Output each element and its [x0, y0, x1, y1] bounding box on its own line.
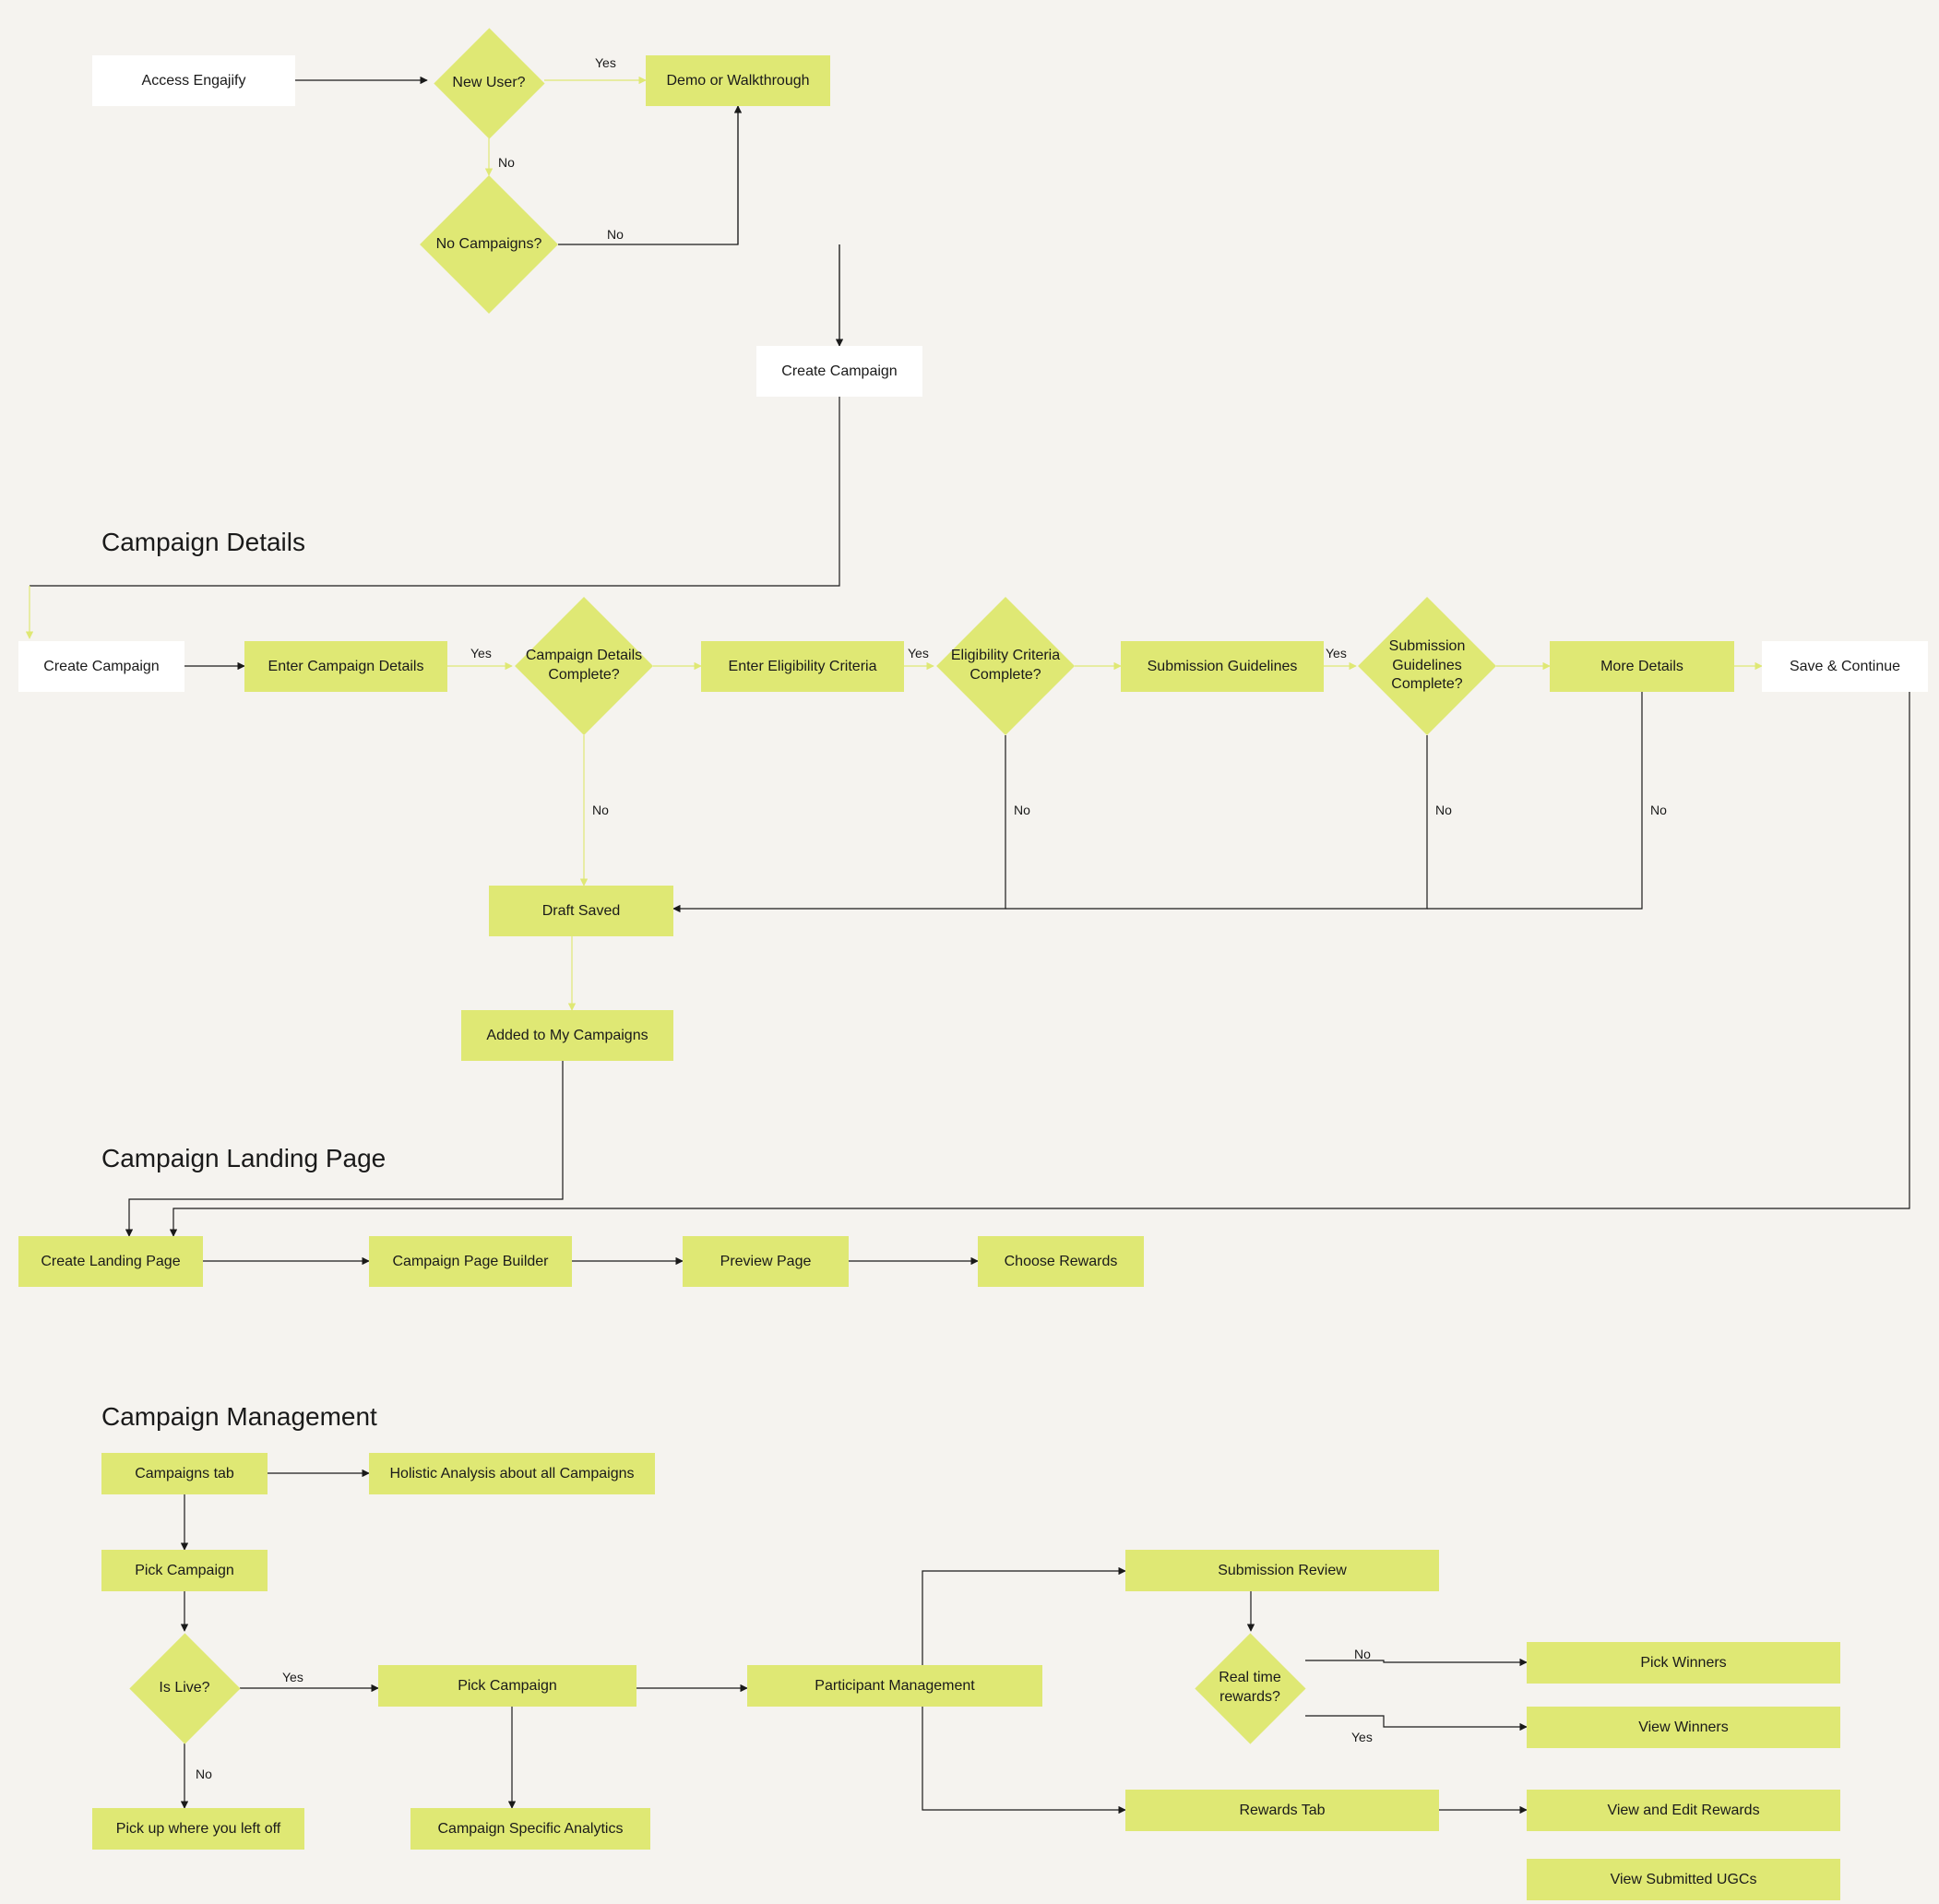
node-label-createcamp1: Create Campaign	[781, 363, 897, 380]
node-label-savecont: Save & Continue	[1790, 659, 1900, 675]
edge-label-entercampdet-campdetcomp: Yes	[470, 646, 492, 660]
node-viewwinners: View Winners	[1527, 1707, 1840, 1748]
node-eligcomp: Eligibility CriteriaComplete?	[936, 597, 1075, 735]
node-label-holistic: Holistic Analysis about all Campaigns	[389, 1466, 634, 1482]
edge-label-enterelig-eligcomp: Yes	[908, 646, 929, 660]
node-subcomp: SubmissionGuidelinesComplete?	[1358, 597, 1496, 735]
node-label-draftsaved: Draft Saved	[542, 903, 620, 920]
node-label-pagebuilder: Campaign Page Builder	[393, 1254, 549, 1270]
edge-partmgmt-rewardstab	[922, 1707, 1125, 1810]
node-label-previewpage: Preview Page	[720, 1254, 812, 1270]
node-camptab: Campaigns tab	[101, 1453, 268, 1494]
node-subguide: Submission Guidelines	[1121, 641, 1324, 692]
node-partmgmt: Participant Management	[747, 1665, 1042, 1707]
node-label-moredet: More Details	[1600, 659, 1683, 675]
edge-label-realtime-pickwinners: No	[1354, 1647, 1371, 1661]
edge-createcamp1-createcamp2	[30, 397, 839, 586]
node-viewugc: View Submitted UGCs	[1527, 1859, 1840, 1900]
node-label-partmgmt: Participant Management	[815, 1678, 974, 1695]
edge-label-subguide-subcomp: Yes	[1326, 646, 1347, 660]
edge-partmgmt-subreview	[922, 1571, 1125, 1665]
node-createcamp2: Create Campaign	[18, 641, 184, 692]
node-label-campdetcomp: Campaign DetailsComplete?	[526, 647, 642, 685]
node-entercampdet: Enter Campaign Details	[244, 641, 447, 692]
node-pickwinners: Pick Winners	[1527, 1642, 1840, 1684]
edge-label-eligcomp-draftsaved: No	[1014, 803, 1030, 817]
edge-label-islive-pickcamp2: Yes	[282, 1670, 303, 1684]
node-label-subreview: Submission Review	[1218, 1563, 1347, 1579]
sec-landing: Campaign Landing Page	[101, 1144, 386, 1173]
edge-label-newuser-demo: Yes	[595, 55, 616, 70]
node-islive: Is Live?	[129, 1633, 240, 1743]
edge-label-moredet-draftsaved: No	[1650, 803, 1667, 817]
node-moredet: More Details	[1550, 641, 1734, 692]
node-pickcamp1: Pick Campaign	[101, 1550, 268, 1591]
node-label-pickupleft: Pick up where you left off	[116, 1821, 280, 1838]
node-rewardstab: Rewards Tab	[1125, 1790, 1439, 1831]
edge-nocamp-demo	[558, 106, 738, 244]
node-enterelig: Enter Eligibility Criteria	[701, 641, 904, 692]
edge-demo-createcamp1	[738, 106, 839, 346]
node-campanalytics: Campaign Specific Analytics	[410, 1808, 650, 1850]
node-label-eligcomp: Eligibility CriteriaComplete?	[951, 647, 1060, 685]
node-label-nocamp: No Campaigns?	[436, 235, 542, 255]
node-pickcamp2: Pick Campaign	[378, 1665, 636, 1707]
node-label-pickcamp1: Pick Campaign	[135, 1563, 234, 1579]
node-label-subguide: Submission Guidelines	[1148, 659, 1298, 675]
node-label-addedmycamp: Added to My Campaigns	[486, 1028, 648, 1044]
node-pickupleft: Pick up where you left off	[92, 1808, 304, 1850]
node-access: Access Engajify	[92, 55, 295, 106]
node-pagebuilder: Campaign Page Builder	[369, 1236, 572, 1287]
node-label-viewwinners: View Winners	[1638, 1720, 1729, 1736]
edge-savecont-createlanding	[173, 692, 1909, 1236]
edges-layer	[0, 0, 1939, 1904]
node-label-pickcamp2: Pick Campaign	[458, 1678, 557, 1695]
edge-label-realtime-viewwinners: Yes	[1351, 1730, 1373, 1744]
node-chooserewards: Choose Rewards	[978, 1236, 1144, 1287]
node-label-realtime: Real timerewards?	[1219, 1669, 1281, 1708]
node-realtime: Real timerewards?	[1195, 1633, 1305, 1743]
node-label-createcamp2: Create Campaign	[43, 659, 159, 675]
node-savecont: Save & Continue	[1762, 641, 1928, 692]
node-subreview: Submission Review	[1125, 1550, 1439, 1591]
node-label-campanalytics: Campaign Specific Analytics	[438, 1821, 624, 1838]
node-demo: Demo or Walkthrough	[646, 55, 830, 106]
edge-label-newuser-nocamp: No	[498, 155, 515, 170]
node-label-enterelig: Enter Eligibility Criteria	[729, 659, 877, 675]
edge-label-nocamp-demo: No	[607, 227, 624, 242]
node-label-viewedrewards: View and Edit Rewards	[1607, 1803, 1759, 1819]
node-createcamp1: Create Campaign	[756, 346, 922, 397]
sec-details: Campaign Details	[101, 528, 305, 557]
sec-mgmt: Campaign Management	[101, 1402, 377, 1432]
node-label-pickwinners: Pick Winners	[1640, 1655, 1726, 1672]
edge-subcomp-draftsaved	[1005, 735, 1427, 909]
edge-realtime-pickwinners	[1305, 1660, 1527, 1662]
node-label-subcomp: SubmissionGuidelinesComplete?	[1389, 637, 1466, 695]
node-label-demo: Demo or Walkthrough	[666, 73, 809, 89]
node-addedmycamp: Added to My Campaigns	[461, 1010, 673, 1061]
node-holistic: Holistic Analysis about all Campaigns	[369, 1453, 655, 1494]
edge-realtime-viewwinners	[1305, 1716, 1527, 1727]
node-previewpage: Preview Page	[683, 1236, 849, 1287]
edge-label-campdetcomp-draftsaved: No	[592, 803, 609, 817]
node-viewedrewards: View and Edit Rewards	[1527, 1790, 1840, 1831]
edge-label-islive-pickupleft: No	[196, 1767, 212, 1781]
node-label-viewugc: View Submitted UGCs	[1611, 1872, 1757, 1888]
node-label-newuser: New User?	[452, 74, 525, 93]
flowchart-canvas: Campaign Details Campaign Landing Page Cam…	[0, 0, 1939, 1904]
node-newuser: New User?	[434, 28, 544, 138]
node-label-createlanding: Create Landing Page	[41, 1254, 180, 1270]
edge-eligcomp-draftsaved	[673, 735, 1005, 909]
node-draftsaved: Draft Saved	[489, 886, 673, 936]
node-label-rewardstab: Rewards Tab	[1239, 1803, 1325, 1819]
node-nocamp: No Campaigns?	[420, 175, 558, 314]
node-label-chooserewards: Choose Rewards	[1005, 1254, 1118, 1270]
node-createlanding: Create Landing Page	[18, 1236, 203, 1287]
node-campdetcomp: Campaign DetailsComplete?	[515, 597, 653, 735]
node-label-islive: Is Live?	[159, 1679, 209, 1698]
node-label-camptab: Campaigns tab	[135, 1466, 234, 1482]
edge-label-subcomp-draftsaved: No	[1435, 803, 1452, 817]
node-label-entercampdet: Enter Campaign Details	[268, 659, 424, 675]
node-label-access: Access Engajify	[142, 73, 246, 89]
